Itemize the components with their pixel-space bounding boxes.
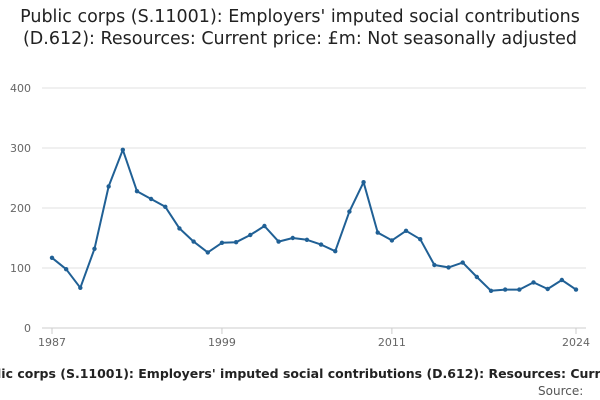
data-point: [375, 230, 380, 235]
data-point: [559, 277, 565, 283]
data-point: [290, 235, 295, 241]
data-point: [488, 288, 494, 293]
x-axis-title: Public corps (S.11001): Employers' imput…: [0, 366, 600, 381]
data-point: [333, 249, 338, 254]
source-note: Source:: [0, 384, 600, 398]
data-point: [517, 287, 522, 292]
x-tick-label: 1999: [208, 336, 236, 349]
data-point: [347, 209, 352, 214]
data-point: [446, 265, 451, 270]
x-tick-label: 2024: [562, 336, 590, 349]
data-point: [191, 239, 196, 244]
data-point: [304, 237, 310, 242]
data-point: [63, 267, 69, 272]
data-point: [262, 223, 267, 229]
data-point: [418, 237, 423, 242]
data-point: [460, 260, 465, 265]
y-tick-label: 400: [10, 82, 31, 95]
data-point: [49, 255, 55, 260]
y-axis-ticks: 0 100 200 300 400: [10, 82, 31, 335]
data-point: [361, 180, 366, 185]
data-point: [177, 226, 182, 231]
data-point: [233, 240, 239, 245]
x-tick-label: 2011: [378, 336, 406, 349]
data-point: [573, 287, 579, 292]
data-point: [248, 232, 253, 238]
data-point: [205, 250, 210, 255]
source-label: Source:: [538, 384, 584, 398]
chart-title: Public corps (S.11001): Employers' imput…: [20, 7, 580, 49]
series-line-path: [51, 148, 577, 292]
data-point: [120, 147, 126, 152]
y-tick-label: 200: [10, 202, 31, 215]
data-point: [92, 246, 97, 251]
data-point: [134, 189, 140, 194]
data-point: [318, 242, 324, 247]
data-point: [432, 262, 437, 268]
x-axis-title-text: Public corps (S.11001): Employers' imput…: [0, 366, 600, 381]
data-point: [474, 274, 480, 280]
data-point: [106, 184, 111, 189]
data-point: [545, 286, 550, 292]
data-point: [531, 280, 536, 285]
series-points: [49, 147, 579, 293]
data-point: [163, 204, 168, 209]
gridlines: [42, 87, 586, 269]
data-point: [276, 239, 281, 244]
data-point: [78, 285, 83, 290]
data-point: [502, 287, 508, 292]
y-tick-label: 300: [10, 142, 31, 155]
x-tick-label: 1987: [38, 336, 66, 349]
data-point: [403, 228, 409, 233]
data-point: [389, 238, 395, 243]
data-point: [219, 240, 225, 245]
x-axis-ticks: 1987 1999 2011 2024: [38, 328, 590, 349]
series-line: [51, 148, 577, 292]
y-tick-label: 0: [24, 322, 31, 335]
y-tick-label: 100: [10, 262, 31, 275]
data-point: [148, 196, 154, 202]
